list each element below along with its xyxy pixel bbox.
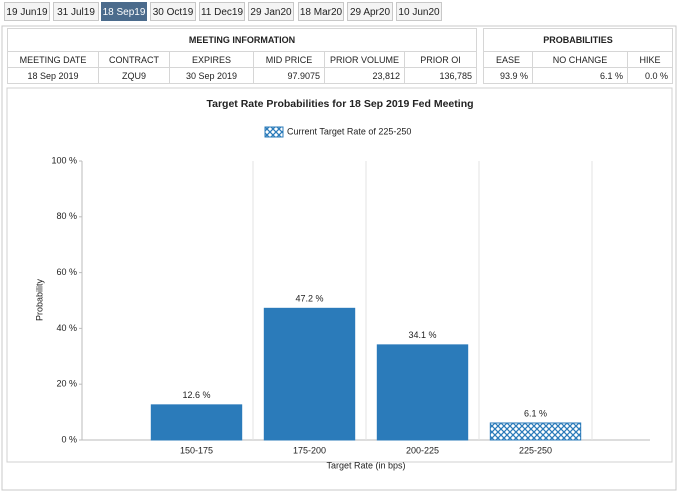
cell: 23,812 <box>324 67 405 84</box>
tab-bar: 19 Jun19 31 Jul19 18 Sep19 30 Oct19 11 Dec19… <box>0 0 679 24</box>
chart-title: Target Rate Probabilities for 18 Sep 201… <box>206 98 473 110</box>
y-axis-label: Probability <box>34 278 44 321</box>
bar <box>489 422 582 441</box>
bar <box>376 344 469 441</box>
outer-border <box>1 25 677 491</box>
x-tick-label: 225-250 <box>519 445 552 455</box>
column-header: HIKE <box>627 51 673 68</box>
tab[interactable]: 18 Sep19 <box>101 2 147 21</box>
cell: 136,785 <box>404 67 477 84</box>
y-tick-label: 0 % <box>61 434 77 444</box>
tab[interactable]: 19 Jun19 <box>4 2 50 21</box>
legend-swatch <box>264 126 284 138</box>
cell: 93.9 % <box>483 67 533 84</box>
table-title: MEETING INFORMATION <box>7 28 477 52</box>
x-axis-label: Target Rate (in bps) <box>326 460 405 470</box>
x-tick-label: 200-225 <box>406 445 439 455</box>
legend-label: Current Target Rate of 225-250 <box>287 126 411 136</box>
bar <box>150 404 243 441</box>
data-label: 47.2 % <box>295 294 323 304</box>
bar <box>263 307 356 441</box>
data-label: 12.6 % <box>182 390 210 400</box>
x-tick-label: 175-200 <box>293 445 326 455</box>
data-label: 34.1 % <box>408 330 436 340</box>
cell: 18 Sep 2019 <box>7 67 99 84</box>
tab[interactable]: 30 Oct19 <box>150 2 196 21</box>
tab[interactable]: 10 Jun20 <box>396 2 442 21</box>
column-header: EXPIRES <box>169 51 254 68</box>
column-header: CONTRACT <box>98 51 170 68</box>
tab[interactable]: 29 Apr20 <box>347 2 393 21</box>
column-header: EASE <box>483 51 533 68</box>
tab[interactable]: 29 Jan20 <box>248 2 294 21</box>
cell: 0.0 % <box>627 67 673 84</box>
cell: 30 Sep 2019 <box>169 67 254 84</box>
tab[interactable]: 31 Jul19 <box>53 2 99 21</box>
y-tick-label: 20 % <box>56 379 77 389</box>
tab[interactable]: 18 Mar20 <box>298 2 344 21</box>
meeting-info-table: MEETING INFORMATION MEETING DATE CONTRAC… <box>7 28 477 84</box>
column-header: MID PRICE <box>253 51 325 68</box>
y-tick-label: 100 % <box>51 155 77 165</box>
probabilities-table: PROBABILITIES EASE NO CHANGE HIKE 93.9 %… <box>483 28 673 84</box>
y-tick-label: 60 % <box>56 267 77 277</box>
data-label: 6.1 % <box>524 408 547 418</box>
y-tick-label: 40 % <box>56 323 77 333</box>
table-title: PROBABILITIES <box>483 28 673 52</box>
column-header: PRIOR VOLUME <box>324 51 405 68</box>
cell: 6.1 % <box>532 67 628 84</box>
cell: ZQU9 <box>98 67 170 84</box>
column-header: MEETING DATE <box>7 51 99 68</box>
cell: 97.9075 <box>253 67 325 84</box>
tab[interactable]: 11 Dec19 <box>199 2 245 21</box>
x-tick-label: 150-175 <box>180 445 213 455</box>
y-tick-label: 80 % <box>56 211 77 221</box>
column-header: PRIOR OI <box>404 51 477 68</box>
column-header: NO CHANGE <box>532 51 628 68</box>
